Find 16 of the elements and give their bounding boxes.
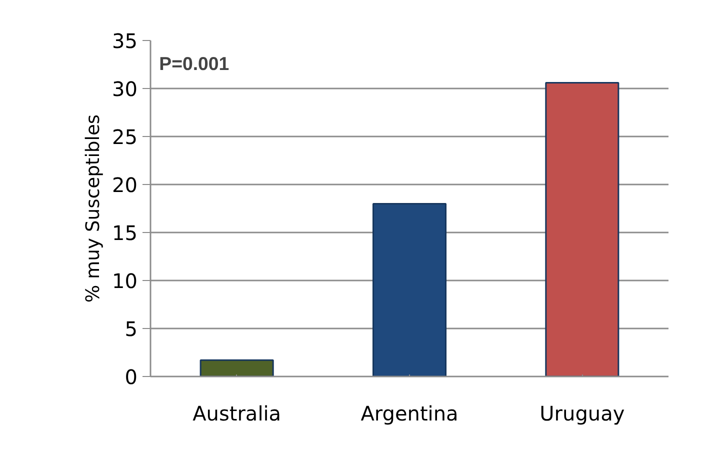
y-axis-title: % muy Susceptibles	[83, 114, 104, 303]
y-tick-label: 30	[112, 77, 138, 101]
y-tick-label: 10	[112, 269, 138, 293]
x-tick-label: Uruguay	[540, 402, 625, 426]
y-tick-label: 5	[124, 317, 138, 341]
y-tick-label: 35	[112, 29, 138, 53]
x-tick-label: Australia	[192, 402, 282, 426]
bar	[372, 202, 447, 376]
y-tick-label: 0	[124, 365, 138, 389]
bar	[200, 359, 274, 376]
bar	[545, 82, 620, 376]
y-tick-label: 20	[112, 173, 138, 197]
annotation: P=0.001	[159, 53, 230, 74]
x-tick-label: Argentina	[360, 402, 458, 426]
y-tick-label: 15	[112, 221, 138, 245]
y-tick-label: 25	[112, 125, 138, 149]
